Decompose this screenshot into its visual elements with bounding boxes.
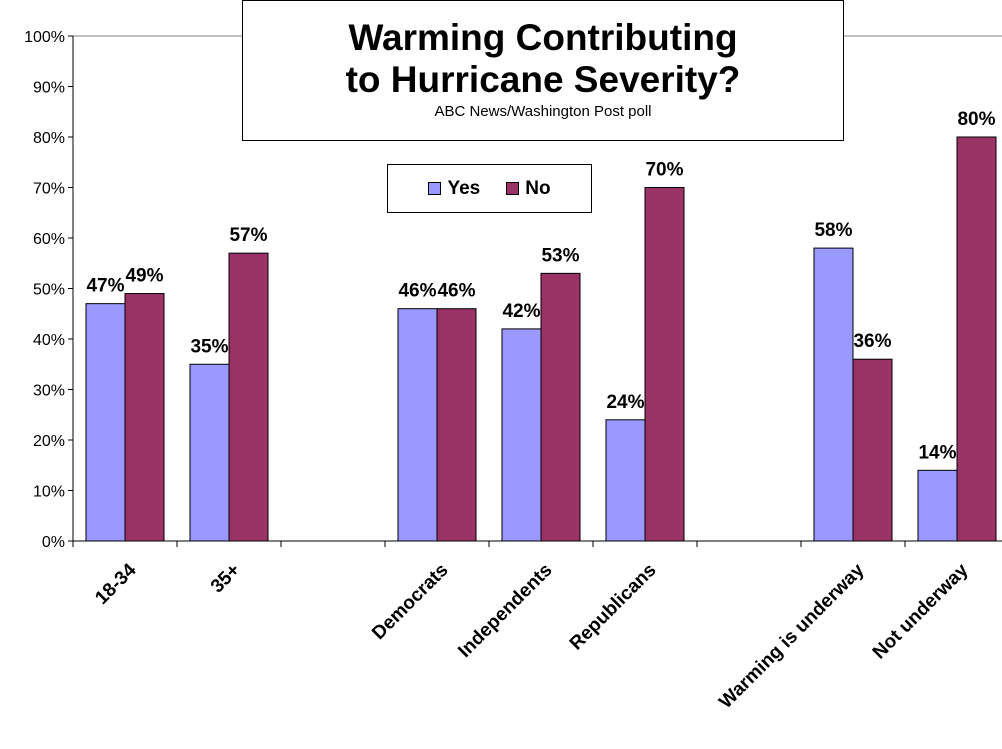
bar-yes [85, 303, 126, 542]
chart-title-box: Warming Contributing to Hurricane Severi… [242, 0, 844, 141]
bar-no [540, 272, 581, 542]
data-label-no: 36% [853, 331, 891, 352]
legend: Yes No [387, 164, 592, 213]
x-category-label: 35+ [207, 560, 245, 598]
bar-no [956, 136, 997, 542]
y-tick-label: 50% [33, 282, 65, 299]
bar-yes [605, 419, 646, 542]
y-tick-label: 30% [33, 383, 65, 400]
chart-title-line1: Warming Contributing [348, 17, 738, 58]
x-category-label: Independents [454, 560, 556, 662]
legend-item-no: No [506, 177, 551, 200]
y-tick-label: 90% [33, 80, 65, 97]
legend-label-yes: Yes [447, 177, 481, 199]
data-label-no: 53% [541, 245, 579, 266]
x-category-label: Democrats [368, 560, 452, 644]
legend-label-no: No [525, 177, 551, 199]
y-tick-label: 100% [24, 29, 65, 46]
y-tick-label: 40% [33, 332, 65, 349]
bar-yes [917, 469, 958, 542]
data-label-yes: 35% [190, 336, 228, 357]
data-label-no: 80% [957, 109, 995, 130]
x-category-label: Warming is underway [715, 559, 869, 713]
data-label-no: 46% [437, 281, 475, 302]
x-category-label: 18-34 [91, 559, 141, 609]
y-tick-label: 0% [42, 534, 65, 551]
y-tick-label: 70% [33, 181, 65, 198]
bar-no [852, 358, 893, 542]
data-label-yes: 47% [86, 276, 124, 297]
bar-no [644, 187, 685, 542]
chart-title-line2: to Hurricane Severity? [345, 59, 741, 100]
data-label-no: 49% [125, 266, 163, 287]
y-tick-label: 60% [33, 231, 65, 248]
y-tick-label: 10% [33, 484, 65, 501]
data-label-yes: 46% [398, 281, 436, 302]
bar-no [228, 252, 269, 542]
data-label-yes: 58% [814, 220, 852, 241]
y-tick-label: 80% [33, 130, 65, 147]
y-tick-label: 20% [33, 433, 65, 450]
bar-no [436, 308, 477, 542]
x-category-label: Not underway [869, 559, 973, 663]
chart-subtitle: ABC News/Washington Post poll [434, 103, 652, 120]
legend-swatch-no [506, 182, 520, 195]
data-label-no: 70% [645, 160, 683, 181]
legend-swatch-yes [428, 182, 442, 195]
data-label-yes: 42% [502, 301, 540, 322]
legend-item-yes: Yes [428, 178, 480, 200]
data-label-yes: 24% [606, 392, 644, 413]
bar-yes [189, 363, 230, 542]
bar-yes [813, 247, 854, 542]
bar-yes [397, 308, 438, 542]
x-category-label: Republicans [566, 560, 661, 655]
bar-no [124, 293, 165, 542]
data-label-no: 57% [229, 225, 267, 246]
data-label-yes: 14% [918, 442, 956, 463]
bar-yes [501, 328, 542, 542]
